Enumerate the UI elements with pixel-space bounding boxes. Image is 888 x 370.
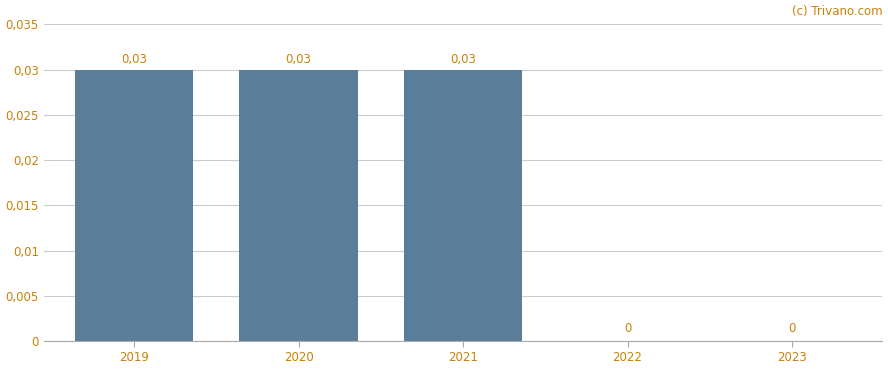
Text: 0: 0: [624, 322, 631, 335]
Text: (c) Trivano.com: (c) Trivano.com: [792, 5, 883, 18]
Text: 0,03: 0,03: [122, 53, 147, 66]
Text: 0,03: 0,03: [286, 53, 312, 66]
Bar: [75, 70, 194, 341]
Text: 0,03: 0,03: [450, 53, 476, 66]
Bar: [404, 70, 522, 341]
Bar: [240, 70, 358, 341]
Text: 0: 0: [789, 322, 796, 335]
